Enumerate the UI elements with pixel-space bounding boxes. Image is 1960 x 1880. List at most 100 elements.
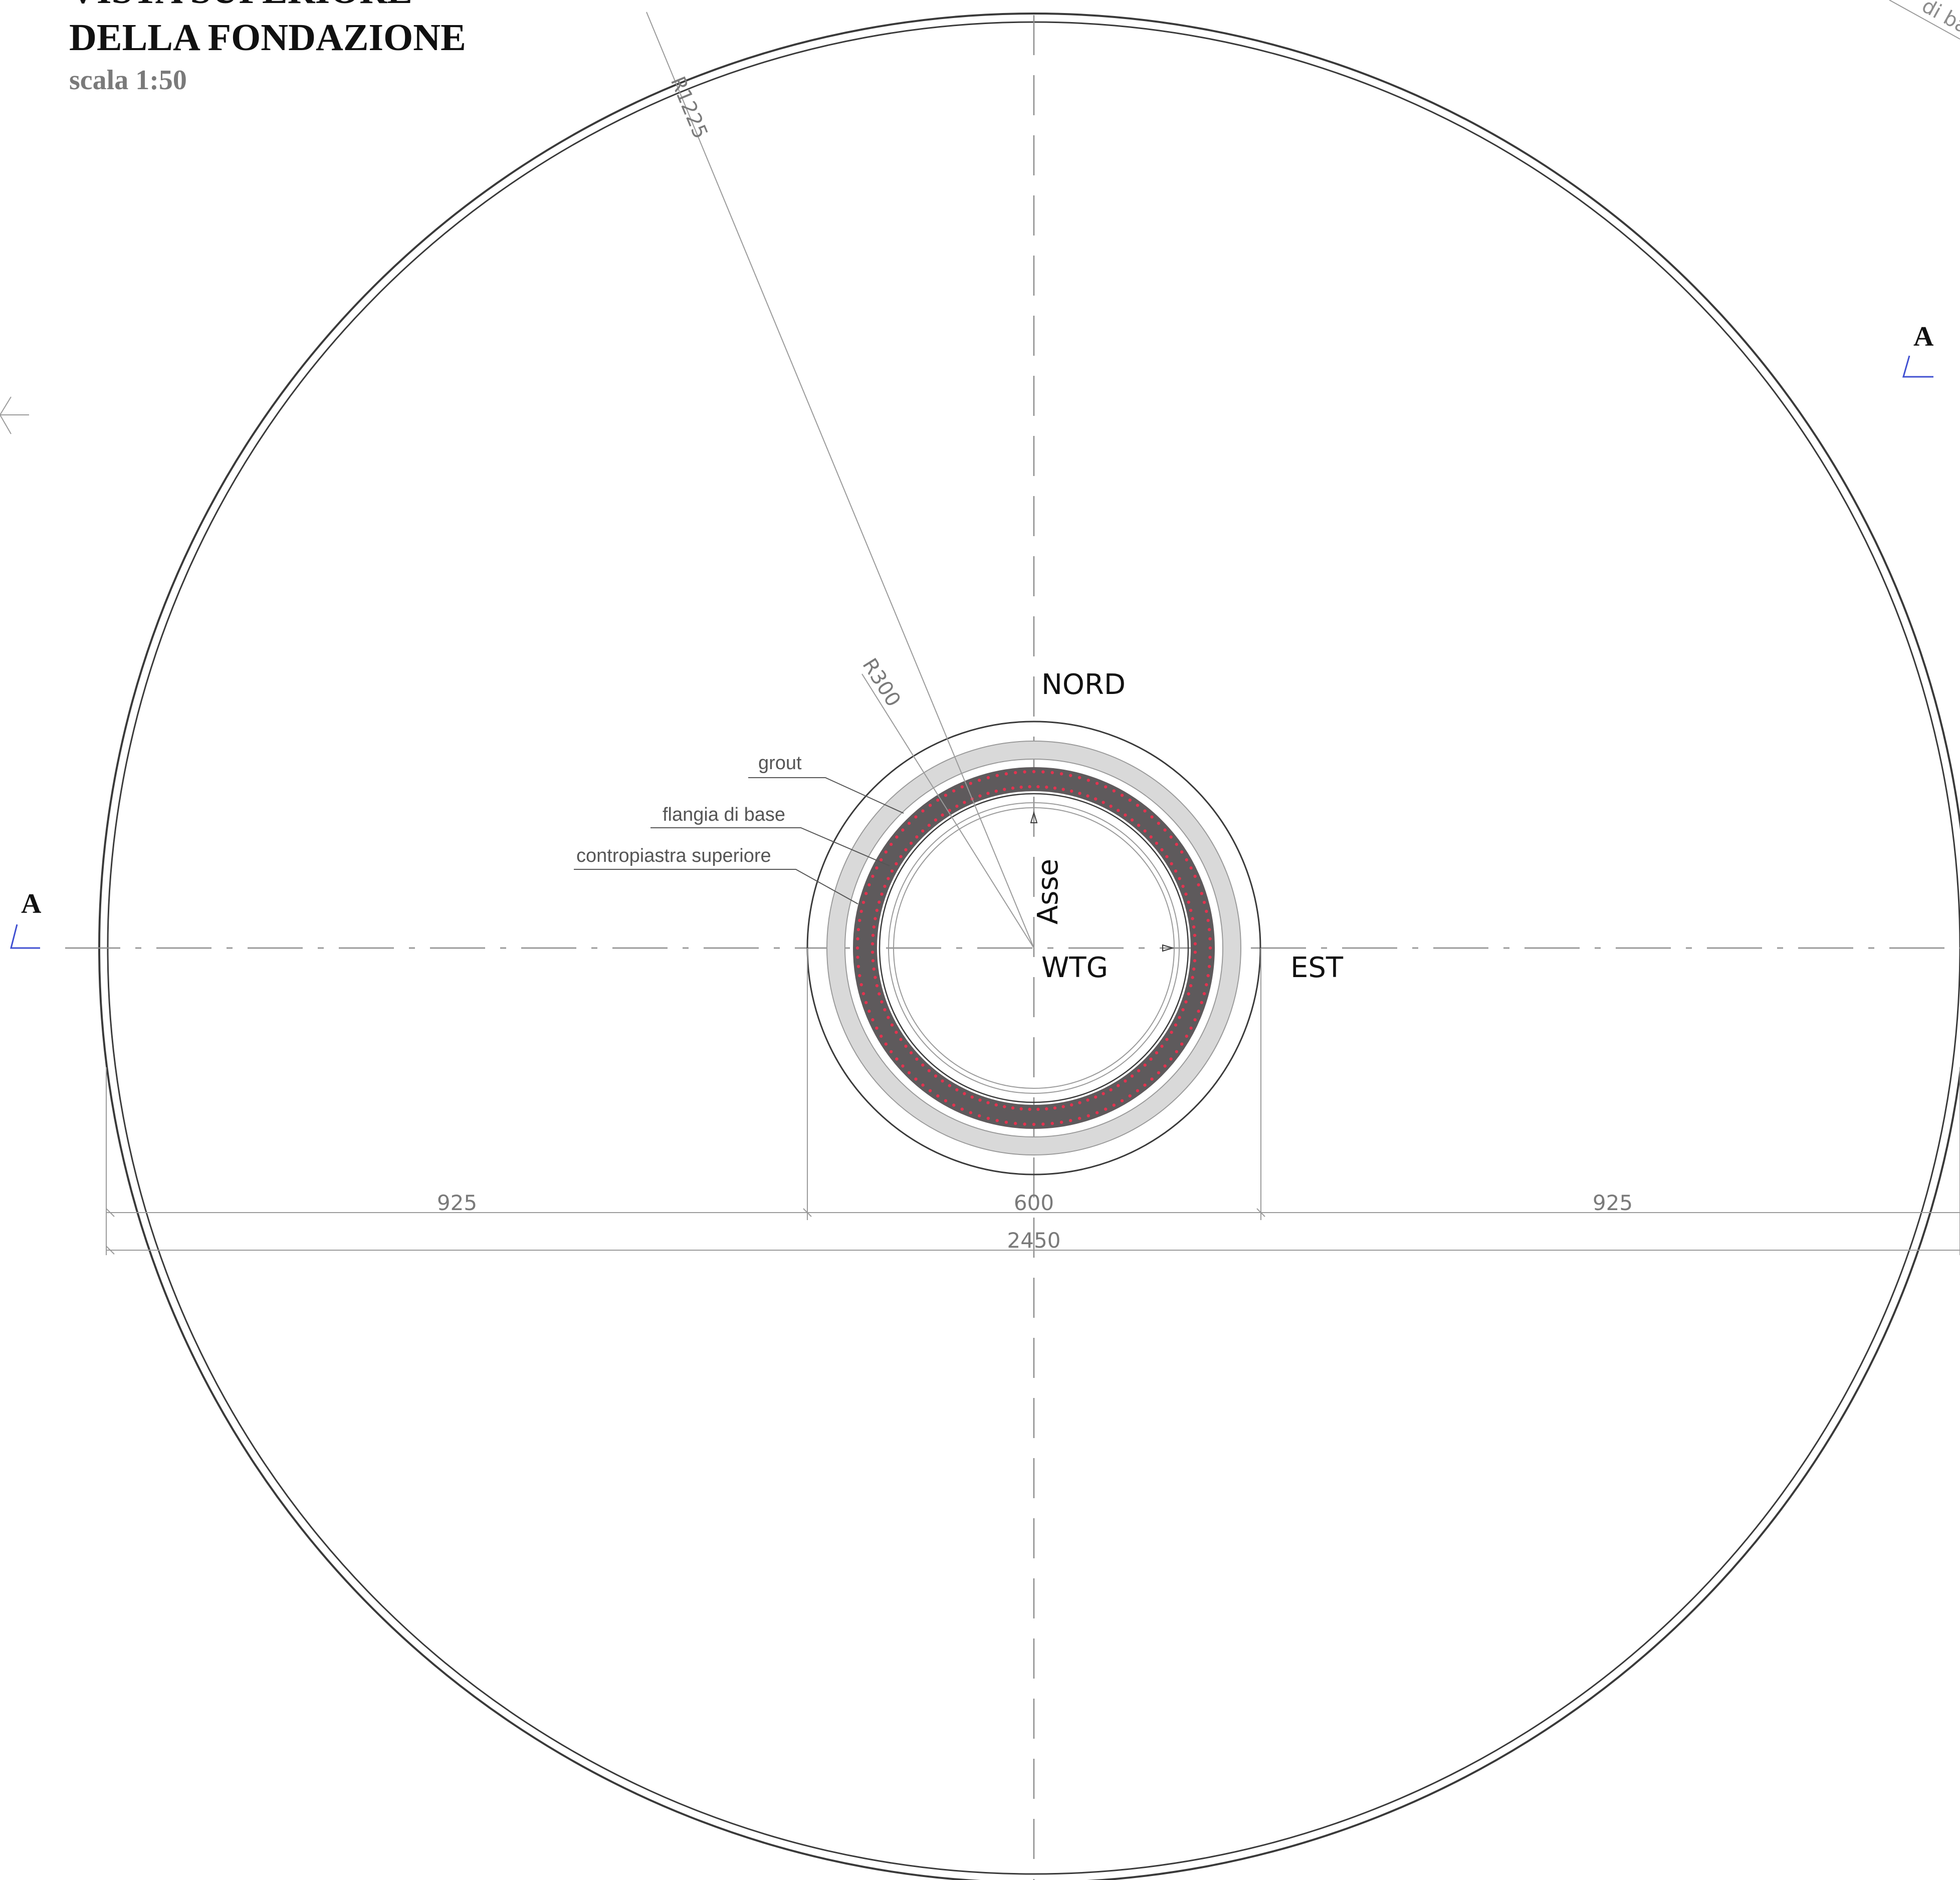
bolt-hole-inner bbox=[895, 1031, 898, 1034]
bolt-hole-outer bbox=[1180, 1042, 1184, 1046]
base-flange-ring bbox=[853, 767, 1215, 1129]
bolt-hole-inner bbox=[890, 1023, 894, 1027]
bolt-hole-outer bbox=[1136, 804, 1140, 807]
bolt-hole-inner bbox=[1028, 1107, 1031, 1111]
bolt-hole-inner bbox=[875, 984, 879, 988]
bolt-hole-outer bbox=[960, 785, 964, 789]
bolt-hole-outer bbox=[856, 928, 860, 931]
bolt-hole-inner bbox=[1045, 1107, 1048, 1111]
section-mark-right: A bbox=[1902, 321, 1934, 378]
bolt-ring-outer bbox=[855, 770, 1212, 1126]
bolt-hole-inner bbox=[1178, 877, 1181, 880]
bolt-hole-outer bbox=[1112, 789, 1116, 793]
bolt-hole-inner bbox=[1053, 1106, 1057, 1110]
bolt-hole-outer bbox=[1120, 1099, 1124, 1102]
bolt-hole-inner bbox=[1109, 804, 1113, 808]
bolt-hole-outer bbox=[861, 992, 865, 996]
bolt-hole-inner bbox=[1061, 1105, 1065, 1108]
bolt-hole-outer bbox=[914, 815, 918, 819]
bolt-hole-outer bbox=[995, 774, 999, 777]
bolt-hole-outer bbox=[871, 1018, 875, 1022]
grout-label: grout bbox=[758, 753, 802, 774]
bolt-hole-inner bbox=[880, 1000, 884, 1004]
bolt-hole-outer bbox=[1086, 1114, 1090, 1117]
bolt-hole-inner bbox=[927, 1069, 931, 1073]
bolt-hole-inner bbox=[1184, 1000, 1188, 1004]
bolt-hole-inner bbox=[1165, 1038, 1169, 1041]
bolt-hole-outer bbox=[856, 956, 859, 959]
bolt-hole-inner bbox=[895, 862, 898, 866]
bolt-hole-outer bbox=[1014, 1121, 1017, 1125]
bolt-hole-outer bbox=[1163, 828, 1167, 832]
bolt-hole-inner bbox=[1160, 1044, 1164, 1048]
bolt-hole-inner bbox=[1028, 785, 1031, 789]
bolt-hole-outer bbox=[1104, 1107, 1108, 1111]
bolt-hole-outer bbox=[1185, 858, 1188, 862]
bolt-hole-outer bbox=[952, 789, 956, 793]
bolt-hole-inner bbox=[1086, 794, 1090, 798]
bolt-hole-outer bbox=[1032, 1122, 1036, 1126]
bolt-hole-inner bbox=[1117, 1084, 1120, 1087]
bolt-hole-inner bbox=[871, 933, 875, 937]
bolt-hole-outer bbox=[859, 909, 863, 913]
section-mark-left-letter: A bbox=[21, 888, 42, 919]
bolt-hole-inner bbox=[890, 869, 894, 873]
title-line-2: DELLA FONDAZIONE bbox=[69, 17, 466, 59]
bolt-hole-inner bbox=[1011, 1106, 1015, 1110]
bolt-hole-outer bbox=[861, 900, 865, 904]
bolt-hole-outer bbox=[895, 1057, 899, 1061]
bolt-hole-inner bbox=[1137, 1069, 1141, 1073]
bolt-hole-outer bbox=[995, 1119, 999, 1122]
bolt-hole-inner bbox=[880, 892, 884, 896]
asse-label: Asse bbox=[1032, 859, 1064, 924]
bolt-hole-outer bbox=[1157, 1071, 1161, 1075]
bolt-hole-outer bbox=[1175, 842, 1178, 846]
foundation-outline bbox=[98, 13, 1960, 1880]
bolt-hole-outer bbox=[871, 874, 875, 878]
bolt-hole-outer bbox=[1206, 918, 1210, 922]
bolt-hole-outer bbox=[914, 1077, 918, 1081]
left-edge-symbol bbox=[0, 396, 29, 434]
bolt-hole-outer bbox=[884, 1042, 888, 1046]
bolt-hole-outer bbox=[1059, 1120, 1063, 1124]
bolt-hole-inner bbox=[1109, 1088, 1113, 1092]
bolt-hole-outer bbox=[978, 779, 981, 782]
bolt-hole-inner bbox=[1094, 1095, 1098, 1099]
bolt-hole-inner bbox=[909, 1051, 913, 1055]
r300-label: R300 bbox=[858, 654, 905, 711]
bolt-hole-outer bbox=[1128, 1094, 1132, 1098]
bolt-hole-outer bbox=[1197, 1009, 1200, 1013]
bolt-hole-inner bbox=[872, 967, 876, 971]
counterplate-label: contropiastra superiore bbox=[576, 845, 771, 866]
bolt-hole-outer bbox=[1193, 874, 1197, 878]
bolt-hole-inner bbox=[904, 848, 908, 852]
section-mark-left-arrow bbox=[10, 924, 40, 949]
bolt-hole-outer bbox=[1120, 794, 1124, 797]
bolt-hole-outer bbox=[1086, 779, 1090, 782]
bolt-hole-outer bbox=[986, 1116, 990, 1120]
bolt-hole-inner bbox=[874, 917, 877, 920]
bolt-hole-inner bbox=[1187, 992, 1190, 996]
flange-label: flangia di base bbox=[663, 804, 785, 825]
bolt-hole-outer bbox=[864, 1001, 868, 1005]
bolt-hole-inner bbox=[963, 801, 966, 804]
bolt-hole-inner bbox=[1036, 785, 1040, 789]
bolt-hole-outer bbox=[1004, 772, 1008, 776]
bolt-hole-outer bbox=[1205, 909, 1208, 913]
tower-shell bbox=[879, 793, 1189, 1103]
r300-leader bbox=[861, 673, 1034, 949]
bolt-hole-inner bbox=[1189, 984, 1193, 988]
bolt-hole-outer bbox=[1175, 1050, 1178, 1054]
bolt-hole-inner bbox=[1170, 1031, 1173, 1034]
bolt-hole-inner bbox=[874, 976, 877, 979]
bolt-hole-inner bbox=[878, 992, 881, 996]
bolt-hole-outer bbox=[944, 794, 948, 797]
bolt-hole-inner bbox=[1174, 869, 1178, 873]
bolt-hole-outer bbox=[867, 883, 871, 887]
bolt-hole-inner bbox=[1155, 1051, 1159, 1055]
north-arrowhead bbox=[1030, 811, 1038, 823]
bolt-hole-inner bbox=[1130, 1074, 1134, 1078]
bolt-hole-inner bbox=[909, 841, 913, 845]
bolt-hole-inner bbox=[994, 1103, 998, 1107]
bolt-hole-outer bbox=[859, 983, 863, 987]
